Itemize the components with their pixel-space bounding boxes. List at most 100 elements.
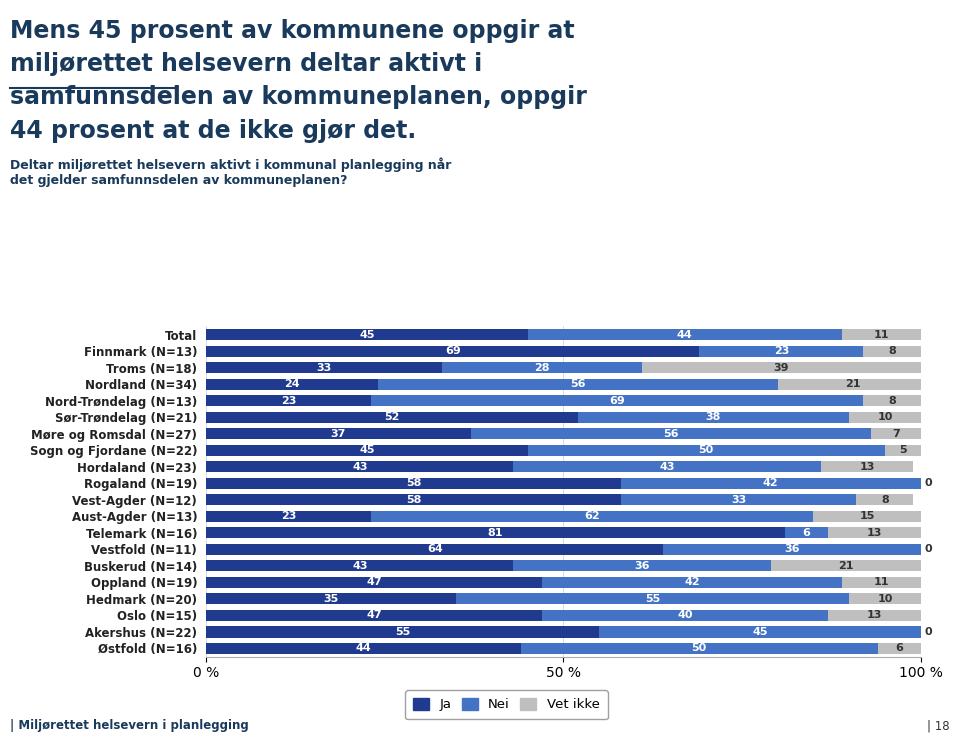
Bar	[620, 478, 921, 489]
Bar	[513, 462, 821, 473]
Bar	[850, 412, 921, 423]
Text: 21: 21	[838, 561, 854, 571]
Text: 7: 7	[892, 429, 900, 439]
Bar	[599, 626, 921, 637]
Text: Deltar miljørettet helsevern aktivt i kommunal planlegging når: Deltar miljørettet helsevern aktivt i ko…	[10, 157, 451, 172]
Text: 69: 69	[609, 395, 625, 406]
Text: 50: 50	[699, 445, 713, 456]
Text: 81: 81	[488, 528, 503, 538]
Text: det gjelder samfunnsdelen av kommuneplanen?: det gjelder samfunnsdelen av kommuneplan…	[10, 174, 347, 188]
Text: 13: 13	[867, 528, 882, 538]
Text: 44 prosent at de ikke gjør det.: 44 prosent at de ikke gjør det.	[10, 119, 416, 142]
Text: 42: 42	[762, 479, 779, 488]
Bar	[206, 560, 513, 571]
Text: 50: 50	[691, 643, 707, 654]
Bar	[378, 378, 778, 390]
Bar	[784, 528, 828, 539]
Bar	[542, 610, 828, 621]
Text: 37: 37	[331, 429, 346, 439]
Text: 43: 43	[352, 561, 367, 571]
Bar	[513, 560, 771, 571]
Text: 0: 0	[924, 479, 932, 488]
Legend: Ja, Nei, Vet ikke: Ja, Nei, Vet ikke	[405, 690, 608, 720]
Text: 55: 55	[645, 594, 661, 604]
Bar	[206, 478, 620, 489]
Bar	[842, 577, 921, 588]
Bar	[206, 412, 577, 423]
Text: 36: 36	[634, 561, 650, 571]
Bar	[521, 643, 877, 654]
Bar	[885, 444, 921, 456]
Text: 44: 44	[356, 643, 371, 654]
Text: 13: 13	[859, 462, 875, 472]
Text: | Miljørettet helsevern i planlegging: | Miljørettet helsevern i planlegging	[10, 719, 248, 732]
Bar	[206, 444, 527, 456]
Bar	[863, 395, 921, 407]
Text: 28: 28	[534, 363, 550, 372]
Text: 21: 21	[845, 379, 860, 390]
Bar	[821, 462, 914, 473]
Text: 35: 35	[323, 594, 339, 604]
Text: 42: 42	[684, 577, 700, 588]
Text: 8: 8	[888, 395, 896, 406]
Bar	[871, 428, 921, 439]
Bar	[206, 346, 699, 357]
Bar	[370, 395, 863, 407]
Text: 64: 64	[427, 545, 443, 554]
Bar	[664, 544, 921, 555]
Text: 55: 55	[395, 627, 410, 637]
Text: 5: 5	[899, 445, 906, 456]
Text: samfunnsdelen av kommuneplanen, oppgir: samfunnsdelen av kommuneplanen, oppgir	[10, 85, 587, 109]
Text: 15: 15	[859, 511, 875, 522]
Bar	[206, 594, 456, 605]
Text: 13: 13	[867, 611, 882, 620]
Bar	[206, 643, 521, 654]
Text: 45: 45	[360, 445, 375, 456]
Bar	[206, 494, 620, 505]
Text: 45: 45	[360, 329, 375, 340]
Text: 10: 10	[877, 413, 893, 422]
Text: Mens 45 prosent av kommunene oppgir at: Mens 45 prosent av kommunene oppgir at	[10, 19, 574, 42]
Bar	[206, 544, 664, 555]
Text: 24: 24	[284, 379, 300, 390]
Text: 0: 0	[924, 545, 932, 554]
Text: 69: 69	[445, 347, 460, 356]
Bar	[456, 594, 850, 605]
Text: 47: 47	[366, 611, 382, 620]
Text: 58: 58	[406, 479, 421, 488]
Bar	[206, 462, 513, 473]
Bar	[206, 329, 527, 341]
Bar	[699, 346, 863, 357]
Bar	[527, 329, 842, 341]
Text: 6: 6	[896, 643, 903, 654]
Bar	[863, 346, 921, 357]
Text: 8: 8	[881, 495, 889, 505]
Text: 47: 47	[366, 577, 382, 588]
Bar	[206, 610, 542, 621]
Bar	[206, 378, 378, 390]
Bar	[771, 560, 921, 571]
Bar	[577, 412, 850, 423]
Text: 43: 43	[352, 462, 367, 472]
Text: 23: 23	[774, 347, 789, 356]
Bar	[642, 362, 921, 373]
Bar	[542, 577, 842, 588]
Text: 45: 45	[752, 627, 767, 637]
Bar	[206, 428, 471, 439]
Bar	[620, 494, 856, 505]
Text: 43: 43	[659, 462, 675, 472]
Bar	[828, 528, 921, 539]
Bar	[842, 329, 921, 341]
Text: 58: 58	[406, 495, 421, 505]
Text: 39: 39	[774, 363, 789, 372]
Text: 11: 11	[874, 329, 889, 340]
Bar	[856, 494, 914, 505]
Bar	[778, 378, 927, 390]
Bar	[206, 626, 599, 637]
Text: 52: 52	[385, 413, 400, 422]
Text: 56: 56	[663, 429, 678, 439]
Bar	[850, 594, 921, 605]
Bar	[877, 643, 921, 654]
Text: samfunnsdelen: samfunnsdelen	[10, 85, 213, 109]
Text: 6: 6	[803, 528, 810, 538]
